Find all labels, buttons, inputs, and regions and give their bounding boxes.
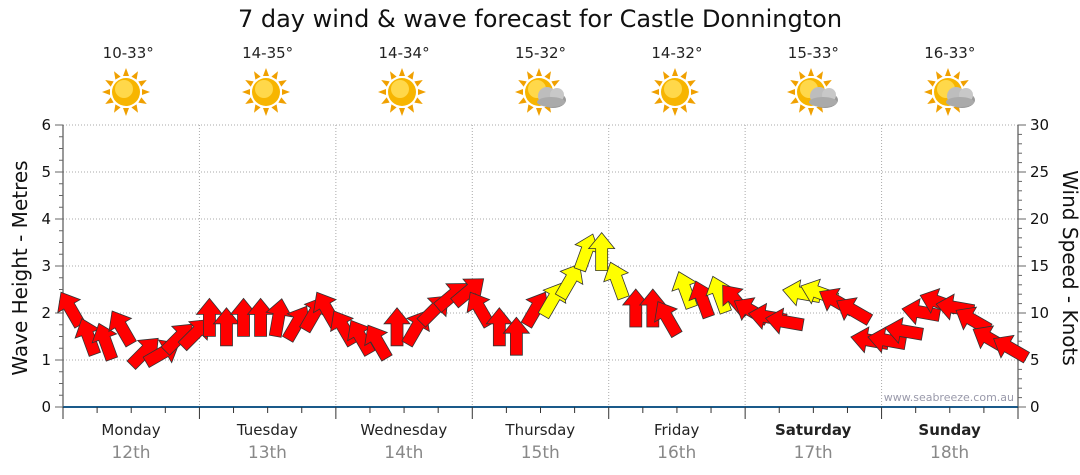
y-tick-label-right: 0 xyxy=(1030,398,1040,416)
day-name-label: Friday xyxy=(653,421,700,439)
partly-cloudy-icon xyxy=(511,66,571,120)
day-date-label: 16th xyxy=(657,443,697,463)
wind-arrow xyxy=(91,322,119,362)
y-tick-label-right: 20 xyxy=(1030,210,1049,228)
day-temp-range: 14-34° xyxy=(378,44,430,62)
wind-arrow xyxy=(993,334,1031,364)
y-tick-label-left: 5 xyxy=(41,163,51,181)
day-name-label: Tuesday xyxy=(236,421,298,439)
wind-arrow xyxy=(884,316,924,345)
y-tick-label-right: 25 xyxy=(1030,163,1049,181)
wind-arrow xyxy=(554,263,584,301)
y-tick-label-right: 10 xyxy=(1030,304,1049,322)
day-temp-range: 15-33° xyxy=(787,44,839,62)
day-date-label: 12th xyxy=(111,443,151,463)
wind-arrow xyxy=(502,316,531,356)
partly-cloudy-icon xyxy=(783,66,843,120)
day-date-label: 15th xyxy=(520,443,560,463)
y-tick-label-left: 1 xyxy=(41,351,51,369)
wind-arrow xyxy=(364,324,393,362)
partly-cloudy-icon xyxy=(920,66,980,120)
wind-arrow xyxy=(466,291,496,329)
day-temp-range: 16-33° xyxy=(924,44,976,62)
day-temp-range: 14-35° xyxy=(242,44,294,62)
watermark: www.seabreeze.com.au xyxy=(884,391,1014,404)
sun-icon xyxy=(98,66,158,120)
day-date-label: 17th xyxy=(793,443,833,463)
day-name-label: Thursday xyxy=(505,421,576,439)
y-tick-label-right: 15 xyxy=(1030,257,1049,275)
day-date-label: 14th xyxy=(384,443,424,463)
wind-arrow xyxy=(764,307,805,335)
wind-arrow xyxy=(654,301,683,339)
day-temp-range: 10-33° xyxy=(102,44,154,62)
day-name-label: Monday xyxy=(101,421,161,439)
sun-icon xyxy=(238,66,298,120)
day-date-label: 13th xyxy=(247,443,287,463)
wind-arrow xyxy=(901,298,941,326)
y-tick-label-right: 30 xyxy=(1030,116,1049,134)
wind-arrow xyxy=(836,297,874,326)
wind-arrow xyxy=(383,307,411,347)
wind-arrow xyxy=(246,297,275,337)
day-temp-range: 15-32° xyxy=(514,44,567,62)
day-name-label: Sunday xyxy=(918,421,981,439)
y-tick-label-left: 3 xyxy=(41,257,51,275)
wind-arrow xyxy=(265,298,293,338)
wind-arrow xyxy=(108,310,137,348)
day-date-label: 18th xyxy=(930,443,970,463)
wind-arrow xyxy=(587,231,616,272)
wind-arrow xyxy=(603,261,630,301)
day-name-label: Saturday xyxy=(774,421,852,439)
y-axis-right-label: Wind Speed - Knots xyxy=(1058,170,1080,366)
chart-title: 7 day wind & wave forecast for Castle Do… xyxy=(237,5,843,33)
wind-arrows xyxy=(57,231,1031,371)
y-tick-label-left: 0 xyxy=(41,398,51,416)
y-tick-label-left: 4 xyxy=(41,210,51,228)
wind-arrow xyxy=(177,319,210,352)
sun-icon xyxy=(647,66,707,120)
y-tick-label-right: 5 xyxy=(1030,351,1040,369)
day-temp-range: 14-32° xyxy=(651,44,703,62)
day-name-label: Wednesday xyxy=(360,421,448,439)
sun-icon xyxy=(374,66,434,120)
y-tick-label-left: 6 xyxy=(41,116,51,134)
y-axis-left-label: Wave Height - Metres xyxy=(8,160,32,376)
y-tick-label-left: 2 xyxy=(41,304,51,322)
